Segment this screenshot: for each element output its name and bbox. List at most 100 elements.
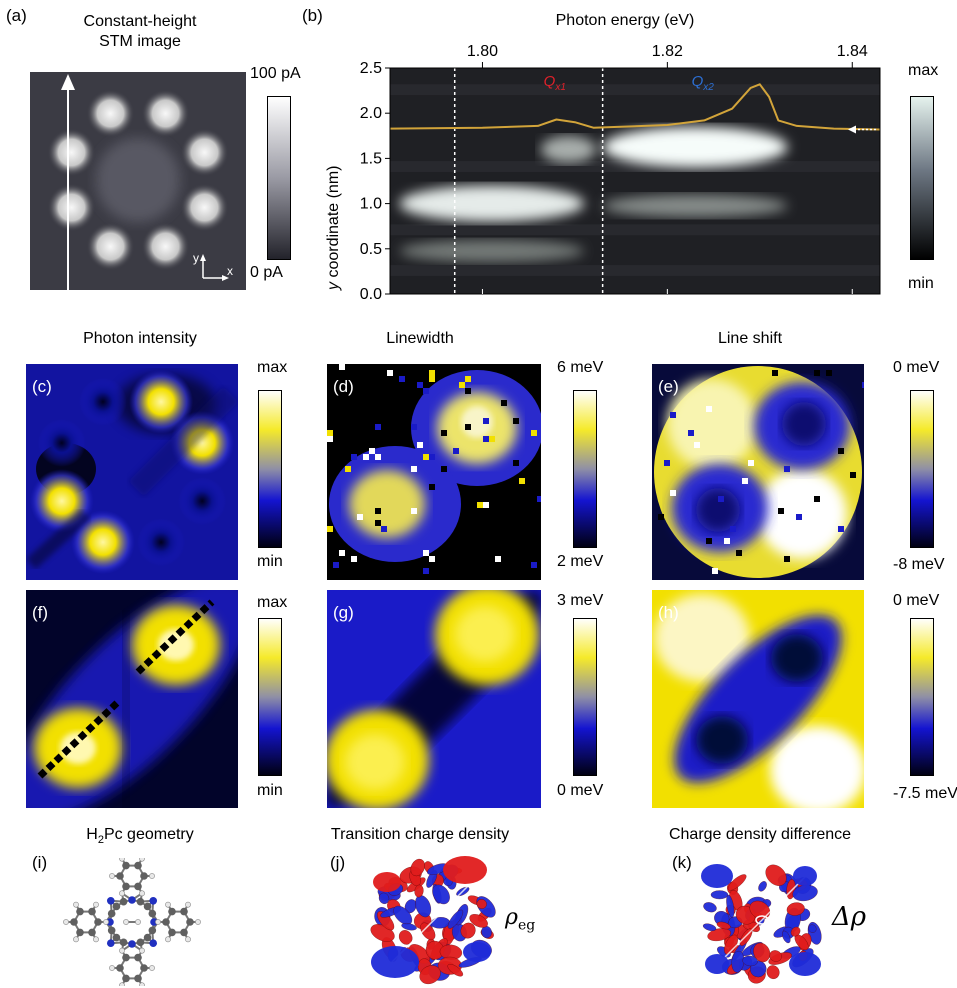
panel-e-colorbar bbox=[910, 390, 934, 548]
noise-pixel bbox=[423, 454, 429, 460]
panel-h-cbar-min: -7.5 meV bbox=[893, 785, 957, 802]
orbital-corner-lobe bbox=[701, 864, 733, 888]
orbital-lobe-positive bbox=[425, 940, 445, 960]
hydrogen-atom bbox=[119, 982, 125, 986]
orbital-corner-lobe bbox=[793, 866, 817, 886]
noise-pixel bbox=[519, 478, 525, 484]
orbital-lobe-negative bbox=[401, 923, 417, 931]
y-tick-label: 0.0 bbox=[360, 286, 382, 303]
nitrogen-atom bbox=[106, 896, 115, 905]
noise-pixel bbox=[784, 466, 790, 472]
noise-pixel bbox=[465, 550, 471, 556]
noise-pixel bbox=[417, 442, 423, 448]
noise-pixel bbox=[537, 496, 541, 502]
noise-pixel bbox=[429, 454, 435, 460]
noise-pixel bbox=[417, 382, 423, 388]
hydrogen-atom bbox=[119, 858, 125, 862]
noise-pixel bbox=[423, 388, 429, 394]
panel-f-map: (f) bbox=[26, 590, 238, 808]
noise-pixel bbox=[423, 550, 429, 556]
noise-pixel bbox=[387, 370, 393, 376]
panel-d-map: (d) bbox=[327, 364, 541, 580]
orbital-lobe-negative bbox=[393, 905, 413, 925]
panel-h-label: (h) bbox=[658, 603, 679, 622]
stm-lobe bbox=[180, 128, 229, 177]
stm-lobes bbox=[47, 89, 229, 271]
panel-k-title: Charge density difference bbox=[668, 826, 852, 843]
panel-b-xlabel: Photon energy (eV) bbox=[555, 12, 695, 29]
scan-arrow-icon bbox=[61, 74, 75, 90]
noise-pixel bbox=[531, 562, 537, 568]
noise-pixel bbox=[736, 550, 742, 556]
hydrogen-atom bbox=[149, 965, 155, 971]
orbital-lobe-positive bbox=[414, 884, 424, 898]
carbon-atom bbox=[162, 918, 170, 926]
noise-pixel bbox=[411, 508, 417, 514]
orbital-corner-lobe bbox=[371, 946, 419, 978]
panel-c-label: (c) bbox=[32, 377, 52, 396]
noise-pixel bbox=[423, 382, 429, 388]
panel-a-title: Constant-height STM image bbox=[60, 12, 220, 52]
orbital-lobe-positive bbox=[469, 914, 488, 928]
carbon-atom bbox=[148, 909, 157, 918]
panel-e-map: (e) bbox=[652, 364, 864, 580]
noise-pixel bbox=[429, 376, 435, 382]
noise-pixel bbox=[694, 442, 700, 448]
carbon-atom bbox=[148, 926, 157, 935]
panel-a-label: (a) bbox=[6, 6, 27, 25]
noise-pixel bbox=[537, 460, 541, 466]
noise-pixel bbox=[441, 466, 447, 472]
spectrum-bright-region bbox=[399, 185, 585, 222]
noise-pixel bbox=[483, 502, 489, 508]
noise-pixel bbox=[718, 496, 724, 502]
orbital-lobe-negative bbox=[447, 909, 464, 929]
noise-pixel bbox=[772, 370, 778, 376]
panel-e-title: Line shift bbox=[717, 330, 783, 347]
noise-pixel bbox=[495, 556, 501, 562]
hydrogen-atom bbox=[165, 936, 171, 943]
hydrogen-atom bbox=[185, 901, 191, 908]
carbon-atom bbox=[122, 953, 130, 962]
noise-pixel bbox=[399, 376, 405, 382]
panel-a-title-line1: Constant-height bbox=[83, 13, 197, 30]
hydrogen-atom bbox=[73, 901, 79, 908]
x-tick-label: 1.84 bbox=[837, 43, 868, 60]
hydrogen-atom bbox=[165, 901, 171, 908]
noise-pixel bbox=[339, 550, 345, 556]
spectrum-bright-region bbox=[602, 194, 788, 218]
carbon-atom bbox=[186, 918, 194, 926]
orbital-lobe-negative bbox=[758, 881, 767, 892]
orbital-corner-lobe bbox=[443, 856, 487, 884]
carbon-atom bbox=[70, 918, 78, 926]
orbital-corner-lobe bbox=[373, 872, 401, 892]
panel-d-cbar-min: 2 meV bbox=[557, 553, 604, 570]
noise-pixel bbox=[351, 454, 357, 460]
panel-a-title-line2: STM image bbox=[99, 33, 181, 50]
rho-sub: eg bbox=[517, 917, 536, 934]
noise-pixel bbox=[748, 460, 754, 466]
panel-k-label: (k) bbox=[672, 853, 692, 872]
orbital-lobe-negative bbox=[378, 892, 390, 904]
noise-pixel bbox=[838, 526, 844, 532]
orbital-lobe-positive bbox=[790, 926, 801, 937]
spectrum-plot: Qx1 Qx2 1.80 1.82 1.84 0.0 0.5 1.0 1.5 2.0 2.5 bbox=[360, 43, 881, 303]
orbital-lobe-positive bbox=[476, 899, 487, 909]
carbon-atom bbox=[119, 938, 128, 947]
noise-pixel bbox=[501, 544, 507, 550]
stm-lobe bbox=[141, 222, 190, 271]
noise-pixel bbox=[778, 508, 784, 514]
noise-pixel bbox=[706, 538, 712, 544]
hydrogen-atom bbox=[139, 858, 145, 862]
panel-c-map: (c) bbox=[26, 364, 238, 580]
panel-c-title: Photon intensity bbox=[83, 330, 197, 347]
spectrum-band bbox=[390, 224, 880, 236]
spectrum-bright-region bbox=[602, 126, 788, 168]
noise-pixel bbox=[483, 436, 489, 442]
noise-pixel bbox=[706, 406, 712, 412]
hydrogen-atom bbox=[93, 936, 99, 943]
noise-pixel bbox=[465, 424, 471, 430]
noise-pixel bbox=[814, 370, 820, 376]
y-tick-label: 1.5 bbox=[360, 150, 382, 167]
noise-pixel bbox=[411, 424, 417, 430]
carbon-atom bbox=[140, 964, 148, 972]
